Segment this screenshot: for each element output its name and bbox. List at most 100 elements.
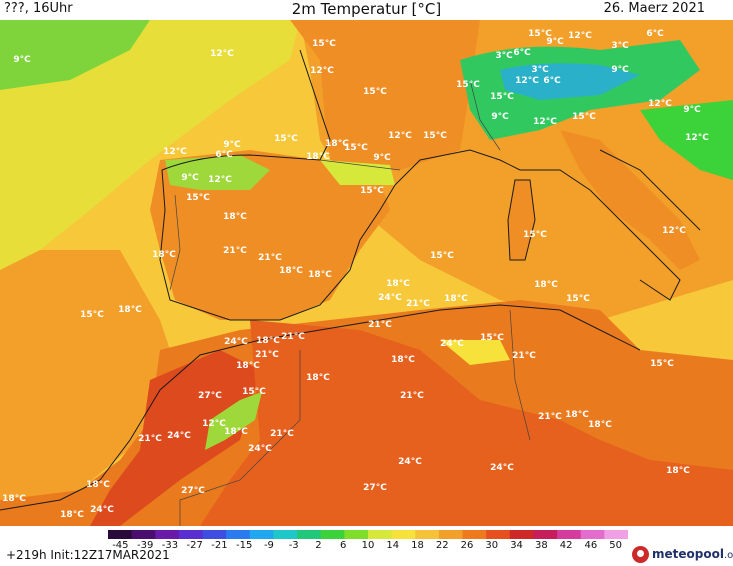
scale-color-swatch (391, 530, 416, 539)
balkans-cold-area (640, 100, 733, 180)
scale-tick-label: -33 (161, 540, 179, 551)
temperature-label: 18°C (534, 280, 558, 290)
temperature-label: 18°C (325, 139, 349, 149)
temperature-label: 15°C (344, 143, 368, 153)
scale-tick-label: -3 (288, 540, 299, 551)
temperature-label: 18°C (224, 427, 248, 437)
scale-color-swatch (202, 530, 227, 539)
temperature-label: 21°C (270, 429, 294, 439)
scale-color-swatch (415, 530, 440, 539)
temperature-label: 6°C (513, 48, 531, 58)
temperature-label: 21°C (406, 299, 430, 309)
temperature-label: 21°C (400, 391, 424, 401)
scale-color-swatch (604, 530, 628, 539)
atlas-cool-area (205, 392, 262, 450)
temperature-labels: 9°C12°C15°C12°C15°C15°C 12°C 6°C9°C6°C3°C3… (2, 29, 709, 520)
temperature-label: 15°C (528, 29, 552, 39)
temperature-label: 15°C (490, 92, 514, 102)
scale-tick-label: 6 (340, 540, 347, 551)
scale-tick-label: -9 (263, 540, 274, 551)
iberia-coast (159, 149, 521, 321)
pyrenees-cool-area (320, 160, 395, 185)
temperature-label: 6°C (543, 76, 561, 86)
iberia-land (150, 150, 390, 320)
temperature-label: 21°C (281, 332, 305, 342)
temperature-label: 24°C (167, 431, 191, 441)
temperature-label: 27°C (363, 483, 387, 493)
italy-coast (520, 169, 681, 301)
scale-color-swatch (368, 530, 393, 539)
temperature-label: 18°C (86, 480, 110, 490)
temperature-label: 9°C (546, 37, 564, 47)
temperature-label: 18°C (308, 270, 332, 280)
scale-tick-label: 30 (485, 540, 499, 551)
temperature-label: 9°C (683, 105, 701, 115)
temperature-label: 24°C (398, 457, 422, 467)
temperature-label: 12°C (568, 31, 592, 41)
temperature-label: 12°C (388, 131, 412, 141)
temperature-label: 9°C (611, 65, 629, 75)
scale-tick-label: 14 (386, 540, 400, 551)
temperature-label: 6°C (215, 150, 233, 160)
temperature-label: 15°C (242, 387, 266, 397)
algeria-tunisia-border (509, 309, 531, 441)
temperature-label: 24°C (440, 339, 464, 349)
temperature-label: 18°C (306, 152, 330, 162)
brand-logo[interactable]: meteopool.org (632, 546, 733, 564)
temperature-label: 24°C (248, 444, 272, 454)
scale-color-swatch (226, 530, 251, 539)
temperature-label: 27°C (198, 391, 222, 401)
temperature-label: 12°C (210, 49, 234, 59)
temperature-label: 15°C (430, 251, 454, 261)
temperature-label: 21°C (258, 253, 282, 263)
scale-color-swatch (344, 530, 369, 539)
scale-color-swatch (131, 530, 156, 539)
scale-tick-label: 42 (559, 540, 573, 551)
atlantic-green-area (0, 20, 150, 90)
temperature-label: 18°C (588, 420, 612, 430)
temperature-label: 18°C (306, 373, 330, 383)
morocco-algeria-border (179, 350, 301, 526)
scale-tick-label: 10 (361, 540, 375, 551)
sardinia-coast (507, 179, 536, 261)
sahara-hot-area (200, 320, 733, 526)
temperature-label: 12°C (163, 147, 187, 157)
temperature-label: 6°C (646, 29, 664, 39)
scale-tick-label: -21 (211, 540, 228, 551)
temperature-label: 12°C (662, 226, 686, 236)
temperature-label: 3°C (611, 41, 629, 51)
forecast-date-label: 26. Maerz 2021 (603, 1, 705, 16)
adriatic-coast (599, 149, 701, 231)
temperature-label: 18°C (444, 294, 468, 304)
temperature-label: 18°C (256, 336, 280, 346)
temperature-label: 21°C (512, 351, 536, 361)
temperature-label: 15°C (523, 230, 547, 240)
portugal-border (169, 194, 181, 291)
temperature-label: 12°C (515, 76, 539, 86)
scale-color-swatch (155, 530, 180, 539)
map-title: 2m Temperatur [°C] (291, 0, 442, 18)
temperature-label: 18°C (60, 510, 84, 520)
temperature-label: 15°C (456, 80, 480, 90)
temperature-label: 18°C (236, 361, 260, 371)
scale-tick-label: -45 (112, 540, 129, 551)
temperature-label: 18°C (391, 355, 415, 365)
temperature-label: 18°C (152, 250, 176, 260)
temperature-label: 24°C (224, 337, 248, 347)
scale-color-swatch (509, 530, 534, 539)
scale-color-swatch (486, 530, 511, 539)
temperature-label: 21°C (255, 350, 279, 360)
temperature-label: 12°C (202, 419, 226, 429)
temperature-label: 18°C (666, 466, 690, 476)
temperature-label: 12°C (648, 99, 672, 109)
scale-color-swatch (249, 530, 274, 539)
temperature-label: 9°C (223, 140, 241, 150)
temperature-label: 15°C (312, 39, 336, 49)
meteopool-logo-icon (632, 546, 649, 563)
temperature-label: 18°C (386, 279, 410, 289)
temperature-label: 12°C (310, 66, 334, 76)
scale-tick-label: 34 (510, 540, 523, 551)
atlantic-cool-area (0, 20, 300, 270)
temperature-label: 24°C (490, 463, 514, 473)
